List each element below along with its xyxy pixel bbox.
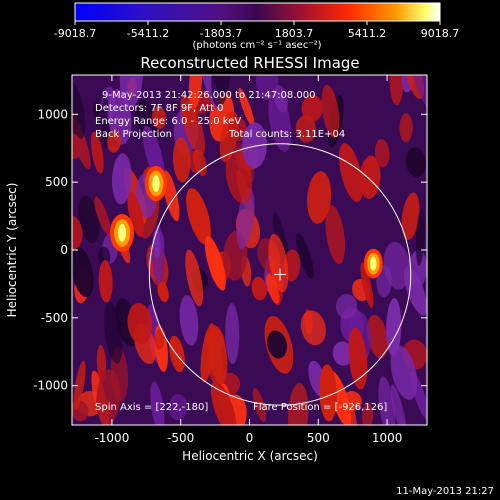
spin-axis-text: Spin Axis = [222,-180]	[95, 402, 208, 413]
chart-title: Reconstructed RHESSI Image	[140, 54, 359, 72]
flare-position-text: Flare Position = [-926,126]	[253, 402, 387, 413]
time-range-text: 9-May-2013 21:42:26.000 to 21:47:08.000	[102, 90, 315, 101]
energy-range-text: Energy Range: 6.0 - 25.0 keV	[95, 116, 241, 127]
bright-source-core	[118, 224, 126, 242]
x-axis-label: Heliocentric X (arcsec)	[182, 449, 318, 463]
y-axis-label: Heliocentric Y (arcsec)	[5, 183, 19, 318]
y-tick-label: -1000	[33, 379, 68, 393]
x-tick-label: -1000	[94, 431, 129, 445]
detectors-text: Detectors: 7F 8F 9F, Att 0	[95, 103, 223, 114]
method-text: Back Projection	[95, 129, 172, 140]
y-tick-label: 500	[45, 175, 68, 189]
y-tick-label: -500	[41, 311, 68, 325]
x-tick-label: 500	[307, 431, 330, 445]
colorbar: -9018.7 -5411.2 -1803.7 1803.7 5411.2 9018.7 …	[54, 3, 459, 51]
colorbar-tick-label: 5411.2	[348, 27, 387, 40]
x-tick-label: 0	[246, 431, 254, 445]
bright-source-core	[370, 257, 376, 271]
colorbar-ticks: -9018.7 -5411.2 -1803.7 1803.7 5411.2 9018.7	[54, 21, 459, 40]
bright-source-core	[152, 175, 159, 192]
y-tick-label: 1000	[37, 107, 68, 121]
footer-timestamp: 11-May-2013 21:27	[396, 486, 494, 497]
y-tick-label: 0	[60, 243, 68, 257]
colorbar-units-label: (photons cm⁻² s⁻¹ asec⁻²)	[192, 40, 321, 51]
total-counts-text: Total counts: 3.11E+04	[228, 129, 345, 140]
x-tick-label: -500	[167, 431, 194, 445]
x-tick-label: 1000	[372, 431, 403, 445]
colorbar-tick-label: -1803.7	[200, 27, 242, 40]
colorbar-tick-label: -5411.2	[127, 27, 169, 40]
colorbar-tick-label: 9018.7	[421, 27, 460, 40]
colorbar-tick-label: -9018.7	[54, 27, 96, 40]
colorbar-tick-label: 1803.7	[275, 27, 314, 40]
colorbar-gradient	[75, 3, 440, 21]
